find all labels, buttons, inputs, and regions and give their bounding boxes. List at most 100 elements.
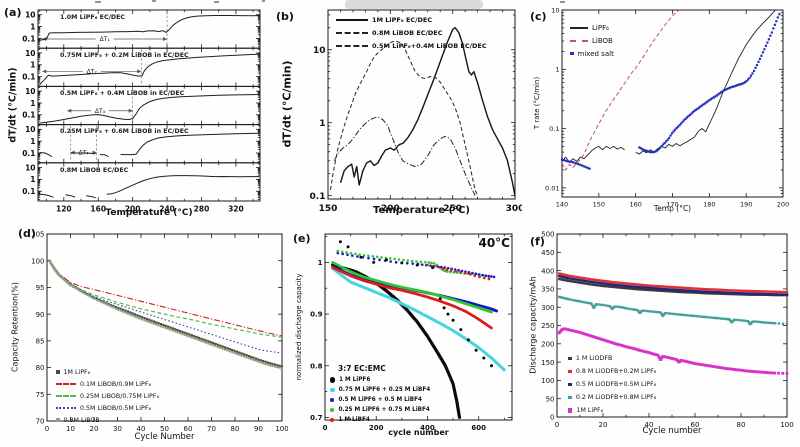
legend-swatch-blue-marker <box>570 51 574 56</box>
svg-text:150: 150 <box>593 201 605 209</box>
svg-text:40: 40 <box>645 421 654 429</box>
legend-item: 0.1M LiBOB/0.9M LiPF₆ <box>56 378 159 390</box>
svg-text:0.1: 0.1 <box>22 149 35 158</box>
svg-text:ΔT₃: ΔT₃ <box>95 108 106 115</box>
svg-text:100: 100 <box>541 377 554 385</box>
legend-label: 1 M LiODFB <box>575 355 613 362</box>
svg-text:1: 1 <box>30 175 35 184</box>
legend-label: 0.2 M LiODFB+0.8M LiPF₆ <box>575 394 657 401</box>
text-remnant <box>262 0 265 2</box>
legend-item: 0.8 M LiODFB+0.2M LiPF₆ <box>568 365 656 378</box>
legend-swatch-red-circle <box>330 417 335 423</box>
legend-label: 1M LiPF₆ <box>576 407 604 414</box>
legend-item: 0.2 M LiODFB+0.8M LiPF₆ <box>568 391 656 404</box>
electrolyte-ratio-label: 3:7 EC:EMC <box>338 364 386 373</box>
svg-text:0.1: 0.1 <box>310 192 326 202</box>
legend-swatch-cyan-circle <box>330 387 335 393</box>
svg-text:105: 105 <box>31 231 44 239</box>
svg-text:75: 75 <box>36 391 45 399</box>
panel-b: (b) dT/dt (°C/min) Temperature (°C) 150 2… <box>270 2 524 224</box>
legend-label: 1M LiPF₆ <box>63 368 91 376</box>
legend-label: 1M LiPF₆ EC/DEC <box>372 15 433 24</box>
panel-a-plot-area: 10 1 0.1 ΔT₁ 10 1 0.1 ΔT₂ 10 1 0.1 ΔT₃ 10 1 0.1 ΔT₄ 120 1… <box>2 2 268 224</box>
svg-text:10: 10 <box>25 49 35 58</box>
trace-label-a2: 0.75M LiPF₆ + 0.2M LiBOB in EC/DEC <box>60 52 189 59</box>
svg-text:60: 60 <box>691 421 700 429</box>
legend-swatch-black-square <box>568 356 572 361</box>
svg-text:70: 70 <box>207 425 216 433</box>
legend-item: 1M LiPF₆ <box>56 366 159 378</box>
panel-f-legend: 1 M LiODFB 0.8 M LiODFB+0.2M LiPF₆ 0.5 M… <box>568 352 656 417</box>
legend-swatch-gray-marker <box>56 370 60 374</box>
svg-text:0.1: 0.1 <box>22 111 35 120</box>
svg-text:200: 200 <box>541 340 554 348</box>
legend-swatch-green-circle <box>330 407 335 413</box>
panel-d-tag: (d) <box>18 227 36 240</box>
legend-item: 0.5M LiPF₆+0.4M LiBOB EC/DEC <box>336 39 487 52</box>
legend-item: 0.8M LiBOB <box>56 414 159 426</box>
svg-text:ΔT₁: ΔT₁ <box>100 36 111 43</box>
legend-label: 0.8 M LiODFB+0.2M LiPF₆ <box>575 368 657 375</box>
svg-text:20: 20 <box>90 425 99 433</box>
svg-text:20: 20 <box>599 421 608 429</box>
legend-item: 1 M LiPF6 <box>330 375 430 385</box>
legend-item: LiPF₆ <box>570 21 614 34</box>
legend-item: 0.75 M LiPF6 + 0.25 M LiBF4 <box>330 385 430 395</box>
svg-text:250: 250 <box>443 204 462 214</box>
panel-c-plot-area: 140 150 160 170 180 190 200 10 1 0.1 0.01 <box>522 2 800 222</box>
svg-text:0.7: 0.7 <box>310 414 323 422</box>
svg-text:320: 320 <box>228 205 244 214</box>
legend-label: 1 M LiBF4 <box>338 417 370 423</box>
panel-f-x-axis-label: Cycle number <box>642 426 702 436</box>
trace-label-a4: 0.25M LiPF₆ + 0.6M LiBOB in EC/DEC <box>60 128 189 135</box>
svg-text:1: 1 <box>30 137 35 146</box>
trace-label-a1: 1.0M LiPF₆ EC/DEC <box>60 14 126 21</box>
svg-text:1: 1 <box>319 119 325 129</box>
panel-c-tag: (c) <box>530 10 547 23</box>
panel-e-x-axis-label: cycle number <box>388 428 449 437</box>
legend-swatch-red-dashed-line <box>570 39 588 42</box>
svg-text:10: 10 <box>25 87 35 96</box>
svg-text:1: 1 <box>30 22 35 31</box>
legend-label: 1 M LiPF6 <box>339 377 371 383</box>
legend-item: 1 M LiODFB <box>568 352 656 365</box>
svg-text:ΔT₂: ΔT₂ <box>87 68 98 75</box>
svg-text:60: 60 <box>184 425 193 433</box>
svg-text:400: 400 <box>541 267 554 275</box>
panel-d-x-axis-label: Cycle Number <box>134 432 195 442</box>
svg-text:200: 200 <box>125 205 141 214</box>
svg-text:70: 70 <box>36 418 45 426</box>
panel-e-legend: 1 M LiPF6 0.75 M LiPF6 + 0.25 M LiBF4 0.… <box>330 375 430 425</box>
legend-item: 0.25 M LiPF6 + 0.75 M LiBF4 <box>330 405 430 415</box>
trace-label-a3: 0.5M LiPF₆ + 0.4M LiBOB in EC/DEC <box>60 90 185 97</box>
svg-text:140: 140 <box>556 201 568 209</box>
trace-label-a5: 0.8M LiBOB EC/DEC <box>60 167 129 174</box>
legend-label: 0.25 M LiPF6 + 0.75 M LiBF4 <box>338 407 430 413</box>
svg-text:0: 0 <box>45 425 49 433</box>
panel-c-x-axis-label: Temp (°C) <box>653 204 692 213</box>
svg-text:50: 50 <box>160 425 169 433</box>
svg-text:1: 1 <box>555 66 559 74</box>
legend-label: 0.8M LiBOB <box>63 416 100 424</box>
legend-label: LiBOB <box>592 36 613 45</box>
svg-text:160: 160 <box>90 205 106 214</box>
legend-label: 0.5M LiBOB/0.5M LiPF₆ <box>80 404 151 412</box>
svg-text:300: 300 <box>506 204 522 214</box>
legend-label: LiPF₆ <box>592 23 609 32</box>
panel-e-tag: (e) <box>293 232 311 245</box>
legend-swatch-black-line <box>570 26 588 29</box>
legend-label: 0.25M LiBOB/0.75M LiPF₆ <box>80 392 159 400</box>
svg-text:100: 100 <box>31 257 44 265</box>
svg-text:40: 40 <box>137 425 146 433</box>
panel-a-y-axis-label: dT/dt (°C/min) <box>7 67 19 143</box>
svg-text:0.1: 0.1 <box>22 72 35 81</box>
svg-text:0.01: 0.01 <box>545 184 559 192</box>
svg-text:30: 30 <box>113 425 122 433</box>
panel-d-plot-area: 0 10 20 30 40 50 60 70 80 90 100 70 75 80 85 90 95 100 105 <box>2 224 289 447</box>
svg-text:10: 10 <box>313 46 326 56</box>
legend-swatch-blue-circle <box>330 397 335 403</box>
svg-text:90: 90 <box>36 311 45 319</box>
panel-b-x-axis-label: Temperature (°C) <box>373 205 470 216</box>
panel-f-tag: (f) <box>530 235 545 248</box>
